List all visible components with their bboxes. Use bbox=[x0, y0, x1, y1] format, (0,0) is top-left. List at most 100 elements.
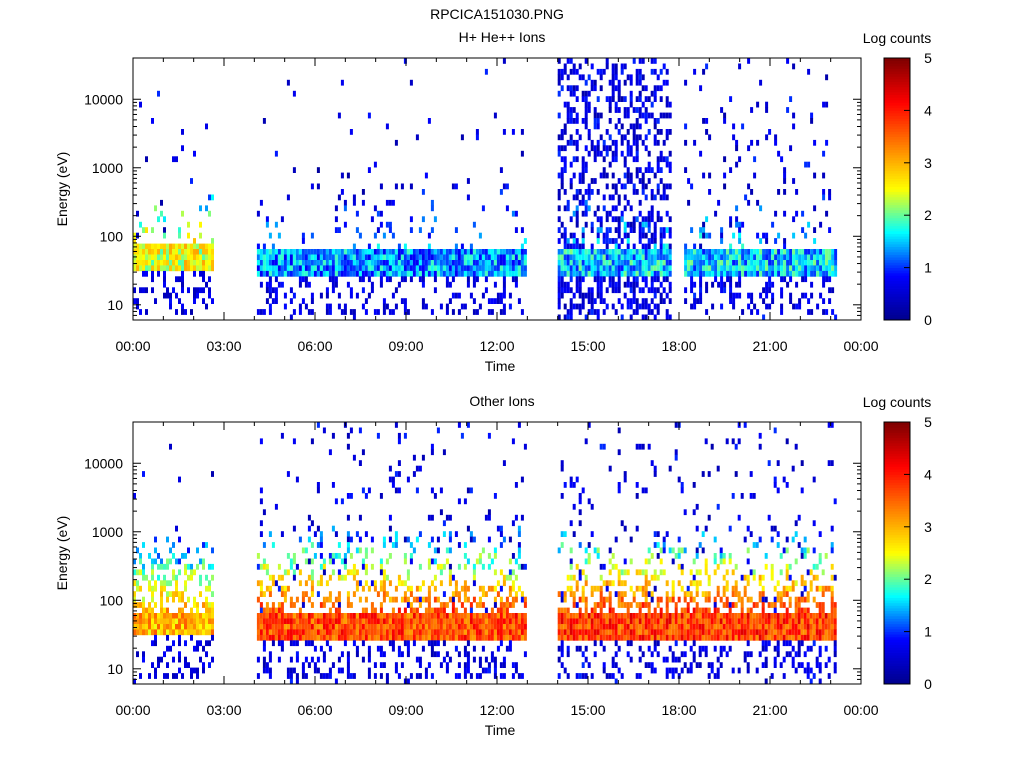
heat-cell bbox=[608, 194, 612, 201]
heat-cell bbox=[151, 260, 154, 266]
heat-cell bbox=[705, 254, 709, 261]
heat-cell bbox=[756, 309, 760, 315]
heat-cell bbox=[578, 569, 582, 576]
heat-cell bbox=[584, 101, 588, 108]
heat-cell bbox=[439, 249, 443, 255]
heat-cell bbox=[710, 634, 714, 641]
heat-cell bbox=[620, 303, 624, 310]
heat-cell bbox=[786, 58, 790, 64]
heat-cell bbox=[487, 624, 491, 630]
heat-cell bbox=[316, 542, 320, 548]
heat-cell bbox=[472, 281, 476, 288]
heat-cell bbox=[690, 265, 694, 272]
heat-cell bbox=[439, 602, 443, 608]
heat-cell bbox=[514, 624, 518, 630]
heat-cell bbox=[205, 260, 208, 266]
heat-cell bbox=[166, 596, 169, 603]
heat-cell bbox=[659, 249, 663, 255]
heat-cell bbox=[346, 542, 350, 548]
heat-cell bbox=[599, 112, 603, 119]
heat-cell bbox=[481, 563, 485, 570]
heat-cell bbox=[337, 634, 341, 641]
heat-cell bbox=[319, 270, 323, 277]
heat-cell bbox=[190, 624, 193, 630]
heat-cell bbox=[520, 249, 524, 255]
heat-cell bbox=[662, 260, 666, 266]
heat-cell bbox=[752, 634, 756, 641]
heat-cell bbox=[307, 525, 311, 532]
heat-cell bbox=[659, 298, 663, 304]
heat-cell bbox=[560, 156, 564, 163]
heat-cell bbox=[493, 254, 497, 261]
heat-cell bbox=[740, 574, 744, 581]
heat-cell bbox=[584, 118, 588, 124]
heat-cell bbox=[605, 624, 609, 630]
heat-cell bbox=[196, 249, 199, 255]
heat-cell bbox=[635, 260, 639, 266]
heat-cell bbox=[759, 249, 763, 255]
heat-cell bbox=[665, 227, 669, 233]
heat-cell bbox=[569, 287, 573, 294]
heat-cell bbox=[430, 634, 434, 641]
heat-cell bbox=[608, 607, 612, 614]
heat-cell bbox=[677, 618, 681, 625]
heat-cell bbox=[310, 580, 314, 587]
heat-cell bbox=[454, 591, 458, 597]
heat-cell bbox=[307, 270, 311, 277]
heat-cell bbox=[611, 553, 615, 559]
heat-cell bbox=[692, 640, 696, 647]
heat-cell bbox=[478, 265, 482, 272]
heat-cell bbox=[307, 629, 311, 636]
heat-cell bbox=[367, 629, 371, 636]
heat-cell bbox=[684, 139, 688, 146]
heat-cell bbox=[409, 585, 413, 592]
heat-cell bbox=[163, 651, 166, 658]
heat-cell bbox=[813, 172, 817, 179]
heat-cell bbox=[136, 232, 139, 239]
heat-cell bbox=[205, 613, 208, 619]
heat-cell bbox=[737, 591, 741, 597]
heat-cell bbox=[692, 651, 696, 658]
heat-cell bbox=[693, 139, 697, 146]
heat-cell bbox=[310, 298, 314, 304]
heat-cell bbox=[175, 254, 178, 261]
heat-cell bbox=[680, 629, 684, 636]
heat-cell bbox=[502, 254, 506, 261]
heat-cell bbox=[301, 602, 305, 608]
heat-cell bbox=[711, 303, 715, 310]
heat-cell bbox=[641, 303, 645, 310]
heat-cell bbox=[593, 634, 597, 641]
heat-cell bbox=[638, 602, 642, 608]
heat-cell bbox=[442, 563, 446, 570]
heat-cell bbox=[274, 254, 278, 261]
heat-cell bbox=[807, 254, 811, 261]
heat-cell bbox=[695, 591, 699, 597]
heat-cell bbox=[172, 613, 175, 619]
colorbar-step bbox=[884, 141, 910, 145]
heat-cell bbox=[575, 210, 579, 217]
heat-cell bbox=[313, 249, 317, 255]
heat-cell bbox=[163, 260, 166, 266]
heat-cell bbox=[256, 629, 260, 636]
heat-cell bbox=[370, 607, 374, 614]
heat-cell bbox=[295, 673, 299, 679]
heat-cell bbox=[307, 662, 311, 668]
heat-cell bbox=[280, 634, 284, 641]
heat-cell bbox=[761, 596, 765, 603]
heat-cell bbox=[445, 558, 449, 565]
heat-cell bbox=[596, 232, 600, 239]
heat-cell bbox=[689, 634, 693, 641]
heat-cell bbox=[795, 210, 799, 217]
heat-cell bbox=[421, 629, 425, 636]
heat-cell bbox=[505, 574, 509, 581]
heat-cell bbox=[388, 276, 392, 283]
heat-cell bbox=[635, 150, 639, 157]
heat-cell bbox=[409, 624, 413, 630]
heat-cell bbox=[719, 613, 723, 619]
heat-cell bbox=[726, 254, 730, 261]
heat-cell bbox=[385, 613, 389, 619]
heat-cell bbox=[163, 613, 166, 619]
heat-cell bbox=[810, 260, 814, 266]
heat-cell bbox=[605, 63, 609, 70]
heat-cell bbox=[638, 287, 642, 294]
